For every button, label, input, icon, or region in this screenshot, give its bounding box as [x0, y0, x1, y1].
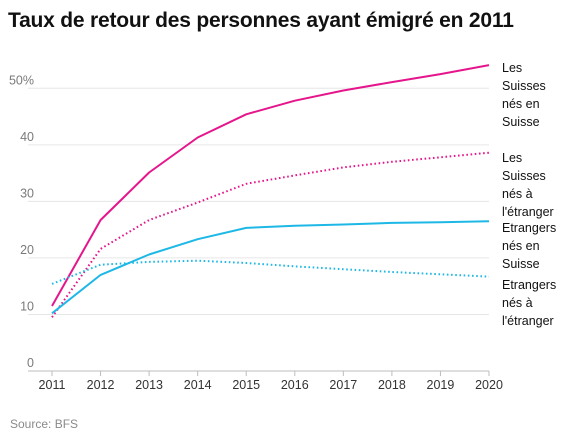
- series-line-2: [51, 151, 490, 318]
- x-tick-label: 2017: [329, 378, 357, 392]
- legend-label-line: Suisse: [502, 257, 540, 271]
- legend-label-line: Les: [502, 151, 522, 165]
- legend-label-2: Les Suisses nés à l'étranger: [502, 151, 554, 219]
- chart-title: Taux de retour des personnes ayant émigr…: [8, 9, 514, 32]
- y-tick-label: 20: [20, 243, 34, 257]
- legend-label-1: Les Suisses nés en Suisse: [502, 61, 546, 129]
- legend-label-line: Etrangers: [502, 278, 556, 292]
- x-tick-label: 2013: [135, 378, 163, 392]
- y-tick-label: 40: [20, 130, 34, 144]
- legend-label-line: Les: [502, 61, 522, 75]
- y-tick-label: 30: [20, 186, 34, 200]
- legend-label-line: l'étranger: [502, 205, 554, 219]
- legend-label-4: Etrangers nés à l'étranger: [502, 278, 556, 328]
- legend-label-line: nés en: [502, 97, 540, 111]
- legend-label-line: Suisse: [502, 115, 540, 129]
- x-tick-label: 2016: [281, 378, 309, 392]
- legend-label-line: Suisses: [502, 169, 546, 183]
- legend-label-line: nés à: [502, 296, 533, 310]
- y-tick-label: 0: [27, 356, 34, 370]
- y-tick-label: 50%: [9, 73, 34, 87]
- source-note: Source: BFS: [10, 417, 79, 431]
- legend-label-line: nés à: [502, 187, 533, 201]
- x-tick-label: 2011: [39, 378, 66, 392]
- x-tick-label: 2012: [87, 378, 115, 392]
- series-line-1: [51, 64, 490, 307]
- legend-label-line: l'étranger: [502, 314, 554, 328]
- legend-label-3: Etrangers nés en Suisse: [502, 221, 556, 271]
- x-tick-label: 2015: [232, 378, 260, 392]
- y-tick-label: 10: [20, 299, 34, 313]
- legend-label-line: nés en: [502, 239, 540, 253]
- x-tick-label: 2018: [378, 378, 406, 392]
- x-tick-label: 2014: [184, 378, 212, 392]
- x-tick-label: 2019: [427, 378, 455, 392]
- legend-label-line: Etrangers: [502, 221, 556, 235]
- series-line-3: [51, 220, 490, 315]
- series-line-4: [51, 259, 490, 285]
- x-tick-label: 2020: [475, 378, 503, 392]
- legend-label-line: Suisses: [502, 79, 546, 93]
